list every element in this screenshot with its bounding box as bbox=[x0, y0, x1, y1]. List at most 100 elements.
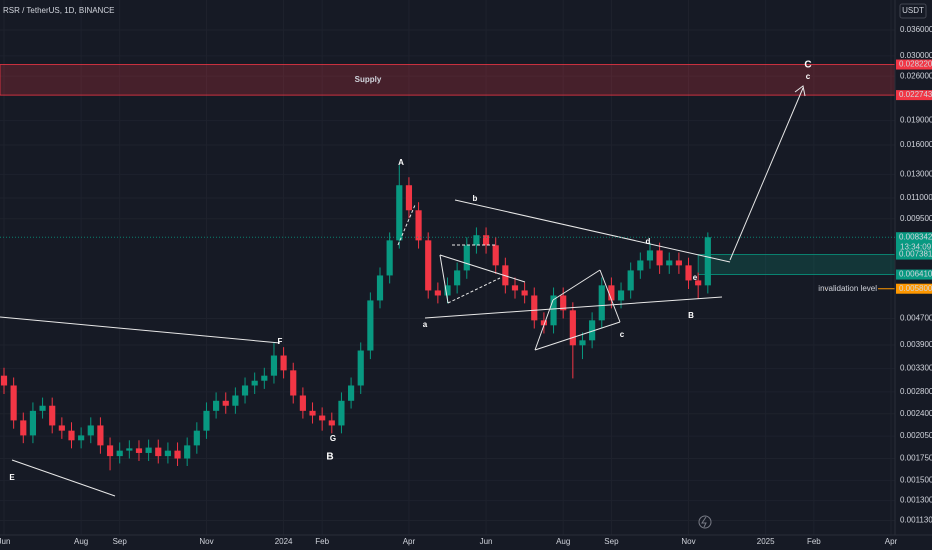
price-label-bg bbox=[896, 269, 932, 280]
level-label: invalidation level bbox=[818, 284, 877, 293]
candle-body bbox=[10, 385, 17, 421]
y-tick-label: 0.009500 bbox=[900, 214, 932, 223]
price-label: 0.008342 bbox=[899, 232, 932, 241]
trendline bbox=[424, 296, 723, 319]
replay-icon[interactable] bbox=[698, 515, 712, 529]
candle-body bbox=[617, 290, 625, 301]
candle-body bbox=[135, 448, 143, 453]
arrow bbox=[729, 87, 804, 261]
zone-label: Supply bbox=[355, 75, 382, 84]
candle-body bbox=[68, 430, 75, 441]
trendline bbox=[534, 321, 621, 351]
y-tick-label: 0.004700 bbox=[900, 314, 932, 323]
candle-body bbox=[550, 295, 557, 326]
trendline bbox=[599, 269, 621, 323]
candle-body bbox=[598, 285, 605, 321]
trendline bbox=[439, 254, 449, 304]
candle-body bbox=[39, 405, 46, 411]
trendline bbox=[454, 199, 731, 263]
x-tick-label: Sep bbox=[604, 537, 619, 546]
price-label: 0.007381 bbox=[899, 250, 932, 259]
y-tick-label: 0.001500 bbox=[900, 475, 932, 484]
x-tick-label: Apr bbox=[403, 537, 416, 546]
wave-label: E bbox=[9, 473, 15, 482]
candle-body bbox=[589, 320, 596, 341]
candle-body bbox=[454, 270, 461, 286]
zone bbox=[0, 64, 896, 96]
drawings bbox=[0, 85, 806, 497]
candle-body bbox=[184, 445, 191, 459]
trendline bbox=[552, 269, 601, 301]
candle-body bbox=[87, 425, 94, 436]
candle-body bbox=[357, 350, 364, 386]
candle-body bbox=[299, 395, 306, 411]
price-label: 0.028220 bbox=[899, 60, 932, 69]
zone bbox=[697, 254, 896, 275]
countdown: 13:34:09 bbox=[900, 242, 932, 251]
zones: Supply invalidation level bbox=[0, 64, 896, 294]
candle-body bbox=[405, 185, 413, 211]
x-tick-label: Jun bbox=[480, 537, 493, 546]
candle-body bbox=[261, 375, 268, 381]
price-label: 0.022743 bbox=[899, 90, 932, 99]
x-tick-label: Sep bbox=[113, 537, 128, 546]
icon[interactable] bbox=[701, 516, 707, 528]
candle-body bbox=[367, 300, 374, 351]
candle-body bbox=[540, 320, 547, 326]
price-label-bg bbox=[896, 59, 932, 70]
trendline bbox=[11, 459, 116, 497]
candle-body bbox=[511, 285, 519, 291]
y-tick-label: 0.030000 bbox=[900, 51, 932, 60]
price-label-bg bbox=[896, 90, 932, 101]
currency: USDT bbox=[902, 6, 924, 15]
price-label: 0.006410 bbox=[899, 270, 932, 279]
candle-body bbox=[164, 450, 171, 457]
candle-body bbox=[20, 420, 27, 436]
trendline bbox=[439, 254, 526, 283]
candle-body bbox=[290, 370, 297, 396]
wave-labels: A a b c d e B F G B E C c bbox=[9, 60, 811, 482]
x-tick-label: Feb bbox=[315, 537, 329, 546]
candle-body bbox=[222, 400, 229, 406]
currency-box[interactable] bbox=[899, 3, 927, 19]
candle-body bbox=[685, 265, 692, 281]
candle-body bbox=[29, 410, 37, 436]
y-tick-label: 0.001130 bbox=[900, 516, 932, 525]
candle-body bbox=[646, 250, 654, 261]
wave-label: B bbox=[688, 311, 694, 320]
candle-body bbox=[376, 275, 384, 301]
candle-body bbox=[579, 340, 586, 346]
y-tick-label: 0.001750 bbox=[900, 454, 932, 463]
wave-label: c bbox=[620, 330, 625, 339]
candle-body bbox=[126, 448, 133, 451]
candle-body bbox=[637, 260, 644, 271]
candle-body bbox=[116, 450, 123, 457]
y-tick-label: 0.002050 bbox=[900, 431, 932, 440]
candle-body bbox=[270, 355, 278, 376]
candle-body bbox=[78, 435, 85, 441]
x-tick-label: Feb bbox=[807, 537, 821, 546]
y-tick-label: 0.002400 bbox=[900, 409, 932, 418]
wave-label: d bbox=[646, 237, 651, 246]
wave-label: a bbox=[423, 320, 428, 329]
candle-body bbox=[251, 380, 258, 386]
x-tick-label: Aug bbox=[74, 537, 88, 546]
x-tick-label: 2024 bbox=[275, 537, 293, 546]
candle-body bbox=[386, 240, 393, 276]
candle-body bbox=[174, 450, 181, 459]
icon[interactable] bbox=[698, 515, 712, 529]
chart-title: RSR / TetherUS, 1D, BINANCE bbox=[3, 6, 114, 15]
candle-body bbox=[695, 280, 702, 286]
candle-body bbox=[434, 290, 441, 296]
candle-body bbox=[396, 185, 403, 241]
candle-body bbox=[97, 425, 104, 446]
candle-body bbox=[627, 270, 634, 291]
wave-label: G bbox=[330, 434, 336, 443]
axis: 0.036000 0.030000 0.026000 0.019000 0.016000… bbox=[0, 25, 932, 546]
y-tick-label: 0.036000 bbox=[900, 25, 932, 34]
candle-body bbox=[348, 385, 355, 401]
candle-body bbox=[319, 415, 326, 421]
candle-body bbox=[569, 310, 576, 346]
candle-body bbox=[608, 285, 615, 301]
y-tick-label: 0.011000 bbox=[900, 193, 932, 202]
